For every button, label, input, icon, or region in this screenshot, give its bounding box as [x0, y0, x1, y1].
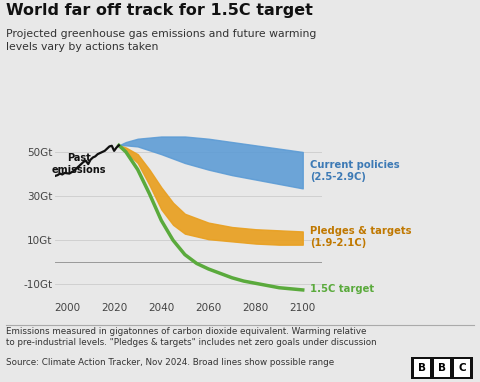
Text: C: C — [458, 363, 466, 373]
Text: Emissions measured in gigatonnes of carbon dioxide equivalent. Warming relative
: Emissions measured in gigatonnes of carb… — [6, 327, 376, 347]
FancyBboxPatch shape — [454, 359, 470, 377]
Text: Current policies
(2.5-2.9C): Current policies (2.5-2.9C) — [310, 160, 399, 181]
Text: 1.5C target: 1.5C target — [310, 284, 374, 294]
Text: Pledges & targets
(1.9-2.1C): Pledges & targets (1.9-2.1C) — [310, 226, 411, 248]
Text: World far off track for 1.5C target: World far off track for 1.5C target — [6, 3, 312, 18]
Text: B: B — [438, 363, 446, 373]
FancyBboxPatch shape — [414, 359, 430, 377]
Text: Past
emissions: Past emissions — [51, 153, 106, 175]
FancyBboxPatch shape — [434, 359, 450, 377]
Text: Source: Climate Action Tracker, Nov 2024. Broad lines show possible range: Source: Climate Action Tracker, Nov 2024… — [6, 358, 334, 367]
Text: B: B — [418, 363, 426, 373]
Text: Projected greenhouse gas emissions and future warming
levels vary by actions tak: Projected greenhouse gas emissions and f… — [6, 29, 316, 52]
